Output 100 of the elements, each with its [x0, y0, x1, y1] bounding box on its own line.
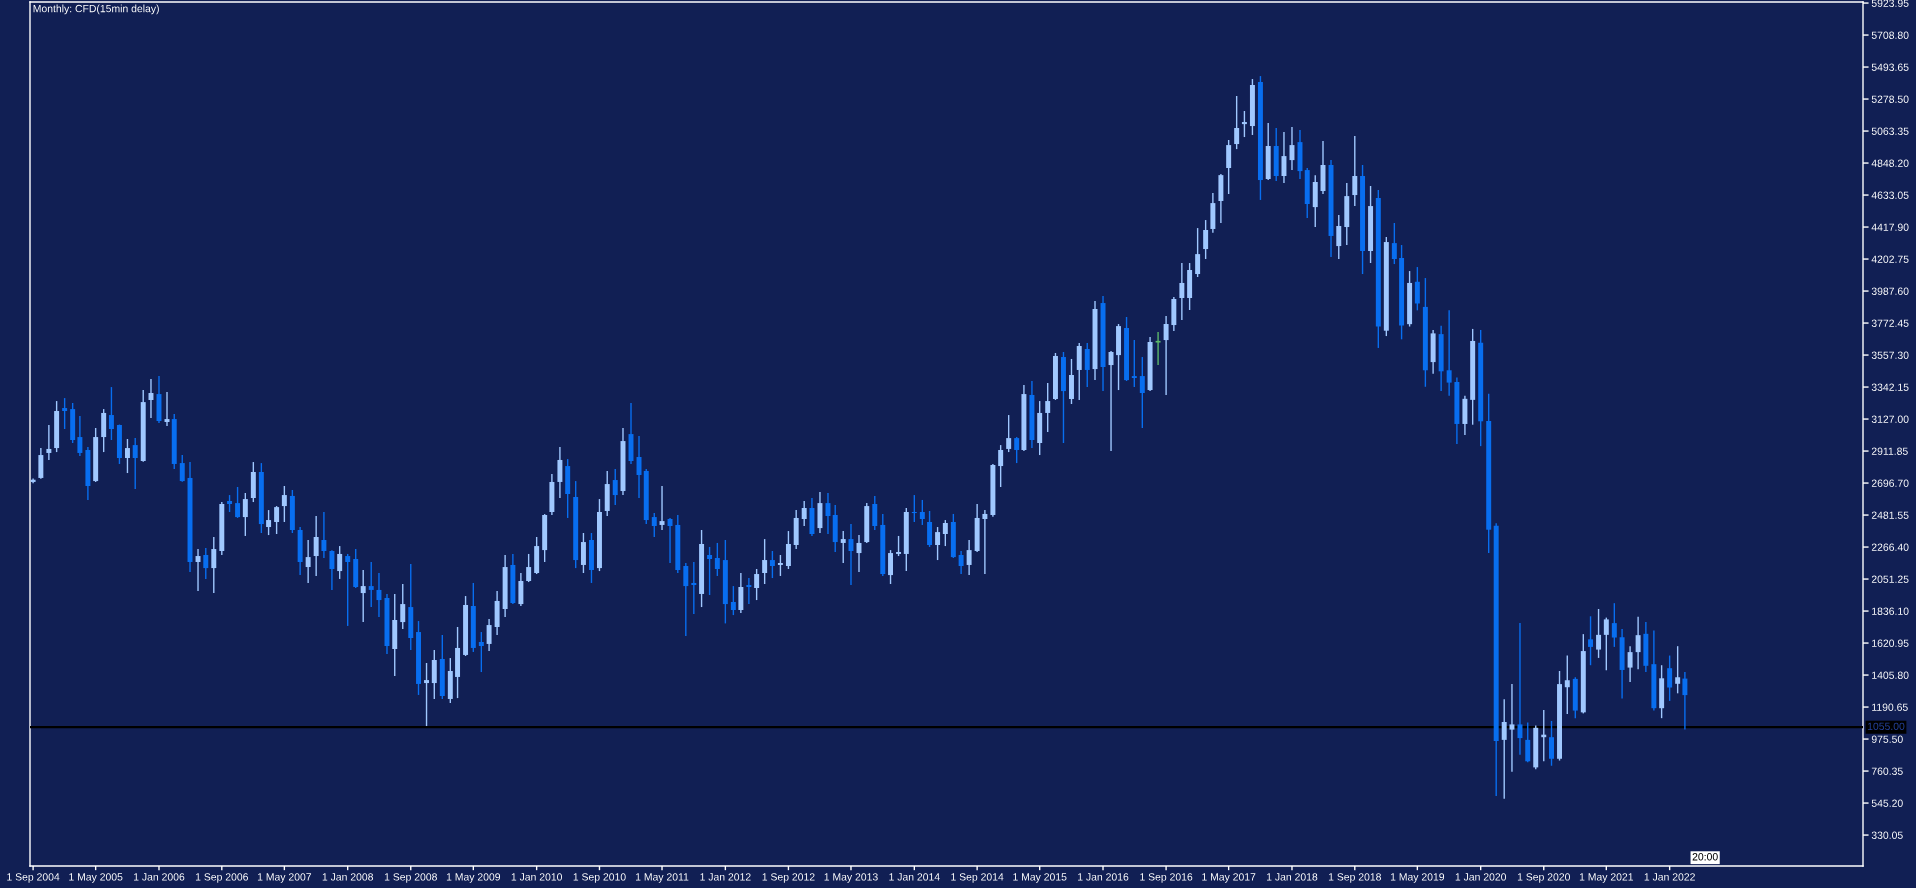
candlestick	[1549, 720, 1554, 767]
candlestick	[683, 562, 689, 637]
x-tick-label: 1 Sep 2014	[951, 873, 1004, 883]
y-tick-label: 1405.80	[1872, 671, 1909, 679]
candlestick	[148, 378, 154, 419]
x-tick-label: 1 Sep 2020	[1517, 873, 1570, 883]
candlestick	[337, 545, 343, 580]
candlestick	[1241, 110, 1247, 138]
candlestick	[1603, 616, 1609, 671]
candlestick	[840, 530, 846, 564]
x-tick-label: 1 May 2021	[1579, 873, 1634, 883]
candlestick	[274, 505, 280, 535]
candlestick	[132, 437, 138, 490]
candlestick	[1154, 331, 1162, 366]
candlestick	[1108, 350, 1114, 452]
candlestick	[1014, 436, 1020, 464]
candlestick	[636, 435, 642, 499]
candlestick	[1627, 645, 1633, 683]
candlestick	[1501, 698, 1507, 800]
candlestick	[1226, 139, 1232, 195]
candlestick	[612, 468, 618, 506]
y-tick-label: 5278.50	[1871, 95, 1909, 103]
candlestick	[801, 500, 807, 527]
y-tick-label: 330.05	[1871, 831, 1903, 839]
x-tick-label: 1 Jan 2014	[889, 873, 940, 881]
y-tick-label: 3987.60	[1871, 287, 1909, 295]
candlestick	[1675, 645, 1681, 695]
y-tick-label: 4848.20	[1871, 159, 1909, 167]
candlestick	[203, 547, 209, 580]
x-tick-label: 1 Sep 2004	[7, 873, 60, 883]
candlestick	[769, 550, 775, 579]
y-tick-label: 2696.70	[1871, 479, 1909, 487]
candlestick	[1336, 214, 1342, 260]
candlestick	[211, 536, 217, 594]
candlestick	[1391, 222, 1397, 265]
candlestick	[998, 444, 1004, 488]
y-tick-label: 1190.65	[1872, 703, 1908, 711]
y-tick-label: 1620.95	[1872, 639, 1909, 647]
candlestick	[1564, 654, 1570, 715]
candlestick	[1525, 721, 1531, 764]
candlestick	[1069, 358, 1074, 405]
candlestick	[266, 509, 272, 536]
candlestick	[1045, 382, 1051, 433]
x-tick-label: 1 May 2013	[824, 873, 878, 883]
y-tick-label: 4417.90	[1871, 223, 1909, 231]
candlestick	[38, 447, 44, 480]
candlestick	[746, 577, 752, 605]
y-tick-label: 2481.55	[1871, 511, 1909, 519]
candlestick	[777, 554, 783, 577]
candlestick	[431, 649, 437, 700]
candlestick	[942, 519, 948, 547]
candlestick	[281, 485, 287, 523]
x-tick-label: 1 May 2019	[1390, 873, 1445, 883]
candlestick	[982, 509, 988, 575]
x-tick-label: 1 Sep 2010	[573, 873, 626, 883]
y-tick-label: 975.50	[1871, 735, 1903, 743]
candlestick	[754, 568, 760, 601]
candlestick	[580, 532, 586, 574]
y-tick-label: 5063.35	[1871, 127, 1909, 135]
y-tick-label: 4202.75	[1871, 255, 1909, 263]
candlestick	[478, 631, 484, 673]
candlestick	[714, 542, 720, 577]
candlestick	[872, 495, 878, 531]
candlestick	[935, 526, 941, 561]
candlestick	[1281, 131, 1287, 184]
candlestick	[738, 572, 744, 614]
x-tick-label: 1 Sep 2012	[762, 873, 815, 883]
candlestick	[958, 550, 964, 575]
candlestick	[1682, 671, 1688, 731]
x-tick-label: 1 May 2007	[257, 873, 312, 883]
candlestick	[1131, 339, 1137, 388]
candlestick	[1588, 615, 1594, 666]
candlestick	[313, 515, 319, 577]
x-tick-label: 1 May 2009	[446, 873, 501, 883]
candlestick	[1596, 608, 1602, 659]
candlestick	[1203, 219, 1209, 260]
candlestick	[1352, 135, 1358, 207]
y-tick-label: 2266.40	[1871, 543, 1909, 551]
y-tick-label: 4633.05	[1871, 191, 1909, 199]
candlestick	[329, 549, 335, 591]
x-tick-label: 1 Sep 2016	[1140, 873, 1193, 883]
x-tick-label: 1 Sep 2008	[384, 873, 437, 883]
candlestick	[1234, 95, 1240, 150]
candlestick	[785, 530, 791, 570]
x-tick-label: 1 Sep 2006	[195, 873, 248, 883]
candlestick	[486, 618, 492, 652]
ref-line-label: 1055.00	[1867, 722, 1905, 731]
candlestick	[46, 424, 52, 461]
x-tick-label: 1 Jan 2012	[700, 873, 751, 881]
candlestick	[762, 538, 768, 585]
y-tick-label: 5708.80	[1871, 31, 1909, 39]
candlestick	[1611, 602, 1617, 648]
y-tick-label: 5923.95	[1871, 0, 1909, 7]
candlestick	[518, 572, 524, 607]
candlestick	[919, 499, 925, 526]
candlestick	[345, 553, 351, 627]
candlestick	[235, 486, 241, 519]
x-tick-label: 1 Jan 2010	[511, 873, 563, 881]
candlestick	[1509, 683, 1515, 773]
candlestick	[691, 561, 697, 615]
